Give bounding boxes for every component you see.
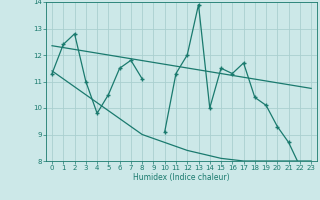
X-axis label: Humidex (Indice chaleur): Humidex (Indice chaleur) [133, 173, 230, 182]
